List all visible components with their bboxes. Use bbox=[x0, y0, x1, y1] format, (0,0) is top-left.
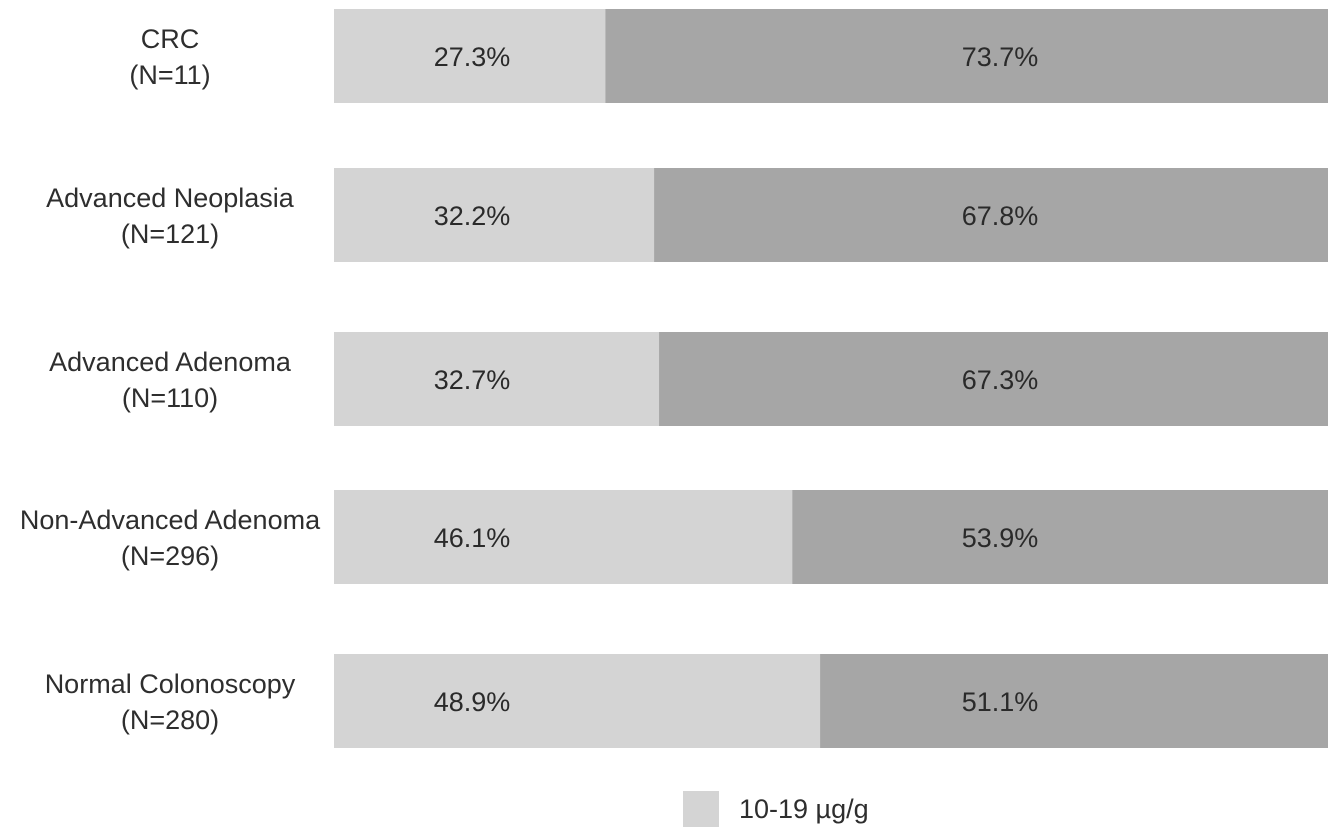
category-count-label: (N=121) bbox=[121, 219, 219, 249]
bar-segment-10-19 bbox=[334, 168, 655, 262]
data-label: 67.3% bbox=[962, 365, 1039, 395]
category-label: Advanced Adenoma bbox=[49, 347, 292, 377]
legend-swatch bbox=[683, 791, 719, 827]
data-label: 32.7% bbox=[434, 365, 511, 395]
bar-segment-remainder bbox=[792, 490, 1328, 584]
bar-segment-10-19 bbox=[334, 490, 793, 584]
bar-segment-10-19 bbox=[334, 332, 660, 426]
bar-segment-10-19 bbox=[334, 9, 606, 103]
bar-segment-remainder bbox=[820, 654, 1328, 748]
data-labels: 27.3% 73.7% 32.2% 67.8% 32.7% 67.3% 46.1% 53.9%… bbox=[434, 42, 1039, 717]
category-labels: CRC (N=11) Advanced Neoplasia (N=121) Advanc… bbox=[20, 24, 321, 735]
category-count-label: (N=110) bbox=[122, 383, 218, 413]
data-label: 73.7% bbox=[962, 42, 1039, 72]
category-label: Non-Advanced Adenoma bbox=[20, 505, 321, 535]
bar-segment-10-19 bbox=[334, 654, 821, 748]
bars-layer bbox=[334, 9, 1328, 748]
data-label: 46.1% bbox=[434, 523, 511, 553]
bar-segment-remainder bbox=[605, 9, 1328, 103]
category-count-label: (N=11) bbox=[129, 60, 210, 90]
category-label: Normal Colonoscopy bbox=[45, 669, 296, 699]
bar-segment-remainder bbox=[659, 332, 1328, 426]
category-count-label: (N=280) bbox=[121, 705, 219, 735]
data-label: 48.9% bbox=[434, 687, 511, 717]
category-label: Advanced Neoplasia bbox=[46, 183, 295, 213]
data-label: 27.3% bbox=[434, 42, 511, 72]
legend: 10-19 µg/g bbox=[683, 791, 869, 827]
category-label: CRC bbox=[141, 24, 200, 54]
data-label: 53.9% bbox=[962, 523, 1039, 553]
data-label: 67.8% bbox=[962, 201, 1039, 231]
data-label: 32.2% bbox=[434, 201, 511, 231]
legend-label: 10-19 µg/g bbox=[739, 794, 869, 824]
bar-segment-remainder bbox=[654, 168, 1328, 262]
category-count-label: (N=296) bbox=[121, 541, 219, 571]
data-label: 51.1% bbox=[962, 687, 1039, 717]
